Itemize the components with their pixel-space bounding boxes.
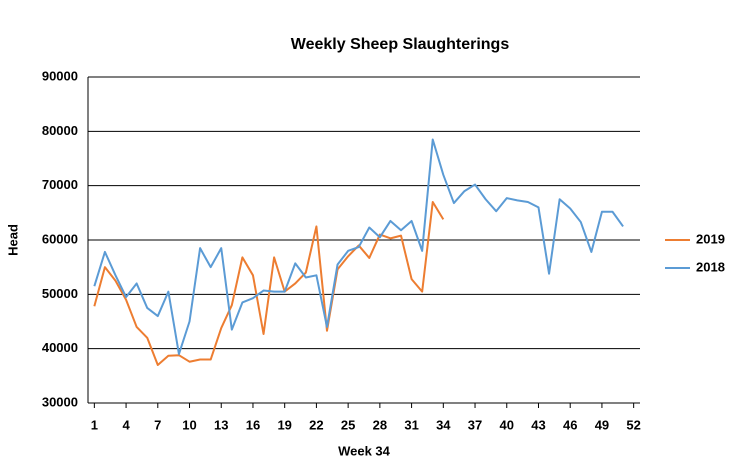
series-line — [93, 200, 445, 366]
y-tick-label: 40000 — [42, 340, 78, 355]
x-tick-label: 46 — [563, 417, 577, 432]
y-tick-label: 90000 — [42, 68, 78, 83]
legend-label: 2019 — [696, 231, 725, 246]
x-tick-label: 49 — [595, 417, 609, 432]
y-tick-label: 30000 — [42, 394, 78, 409]
x-tick-label: 34 — [436, 417, 451, 432]
x-tick-label: 37 — [468, 417, 482, 432]
x-tick-label: 16 — [246, 417, 260, 432]
x-tick-label: 40 — [500, 417, 514, 432]
legend-label: 2018 — [696, 259, 725, 274]
x-tick-label: 10 — [182, 417, 196, 432]
x-tick-label: 4 — [122, 417, 130, 432]
x-tick-label: 43 — [531, 417, 545, 432]
x-tick-label: 19 — [277, 417, 291, 432]
y-tick-label: 50000 — [42, 286, 78, 301]
x-tick-label: 28 — [373, 417, 387, 432]
x-axis-title: Week 34 — [338, 443, 391, 458]
y-tick-label: 80000 — [42, 123, 78, 138]
x-tick-label: 31 — [404, 417, 418, 432]
y-axis-title: Head — [5, 224, 20, 256]
y-tick-label: 70000 — [42, 177, 78, 192]
chart-title: Weekly Sheep Slaughterings — [291, 36, 510, 53]
x-tick-label: 13 — [214, 417, 228, 432]
y-tick-label: 60000 — [42, 231, 78, 246]
x-tick-label: 25 — [341, 417, 355, 432]
x-tick-label: 1 — [91, 417, 98, 432]
x-tick-label: 22 — [309, 417, 323, 432]
series-line — [93, 138, 624, 356]
x-tick-label: 52 — [626, 417, 640, 432]
x-tick-label: 7 — [154, 417, 161, 432]
